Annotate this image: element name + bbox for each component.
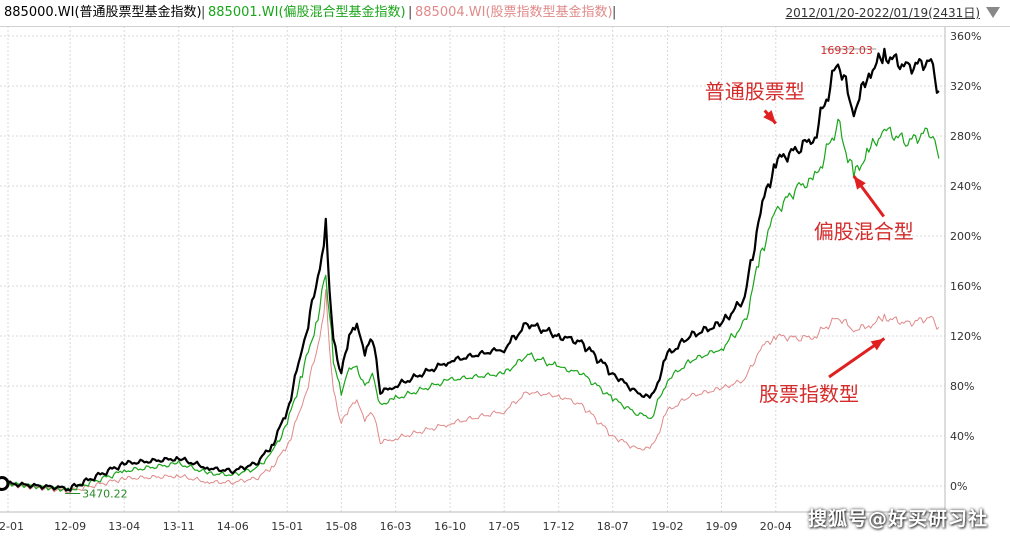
x-tick-label: 19-02 bbox=[651, 520, 683, 533]
y-tick-label: 80% bbox=[950, 380, 974, 393]
x-tick-label: 20-04 bbox=[760, 520, 792, 533]
series-line-3 bbox=[7, 289, 940, 494]
legend-bar: 885000.WI(普通股票型基金指数) | 885001.WI(偏股混合型基金… bbox=[0, 0, 1010, 27]
annotation-label: 偏股混合型 bbox=[814, 220, 914, 244]
series-line-2 bbox=[7, 118, 940, 492]
x-tick-label: 13-11 bbox=[163, 520, 195, 533]
x-tick-label: 14-06 bbox=[217, 520, 249, 533]
x-tick-label: 16-10 bbox=[434, 520, 466, 533]
annotation-arrowhead bbox=[870, 338, 885, 351]
min-value-label: 3470.22 bbox=[82, 488, 128, 501]
x-tick-label: 16-03 bbox=[380, 520, 412, 533]
y-tick-label: 360% bbox=[950, 30, 981, 43]
annotation-label: 普通股票型 bbox=[705, 80, 805, 104]
y-tick-label: 240% bbox=[950, 180, 981, 193]
x-tick-label: 13-04 bbox=[108, 520, 140, 533]
y-tick-label: 320% bbox=[950, 80, 981, 93]
legend-separator: | bbox=[612, 5, 617, 20]
y-tick-label: 40% bbox=[950, 430, 974, 443]
legend-separator: | bbox=[201, 5, 206, 20]
x-tick-label: 15-08 bbox=[325, 520, 357, 533]
date-range-text[interactable]: 2012/01/20-2022/01/19(2431日) bbox=[785, 6, 980, 20]
max-value-label: 16932.03 bbox=[820, 44, 873, 57]
x-tick-label: 18-07 bbox=[597, 520, 629, 533]
watermark: 搜狐号@好买研习社 bbox=[807, 508, 988, 530]
annotation-arrowhead bbox=[763, 110, 776, 124]
y-tick-label: 160% bbox=[950, 280, 981, 293]
x-tick-label: 15-01 bbox=[271, 520, 303, 533]
x-tick-label: 12-09 bbox=[54, 520, 86, 533]
annotation-arrowhead bbox=[853, 176, 866, 190]
legend-separator: | bbox=[408, 5, 413, 20]
dropdown-arrow-icon[interactable] bbox=[986, 7, 1000, 18]
series-line-1 bbox=[7, 47, 940, 492]
x-tick-label: 17-05 bbox=[488, 520, 520, 533]
y-tick-label: 280% bbox=[950, 130, 981, 143]
x-tick-label: 17-12 bbox=[543, 520, 575, 533]
legend-item-885004[interactable]: 885004.WI(股票指数型基金指数) bbox=[415, 5, 613, 20]
annotation-label: 股票指数型 bbox=[759, 382, 859, 406]
x-tick-label: 12-01 bbox=[0, 520, 24, 533]
y-tick-label: 0% bbox=[950, 480, 967, 493]
x-tick-label: 19-09 bbox=[706, 520, 738, 533]
legend-item-885001[interactable]: 885001.WI(偏股混合型基金指数) bbox=[208, 5, 406, 20]
y-tick-label: 200% bbox=[950, 230, 981, 243]
y-tick-label: 120% bbox=[950, 330, 981, 343]
legend-item-885000[interactable]: 885000.WI(普通股票型基金指数) bbox=[4, 5, 202, 20]
series-start-marker bbox=[0, 476, 10, 491]
